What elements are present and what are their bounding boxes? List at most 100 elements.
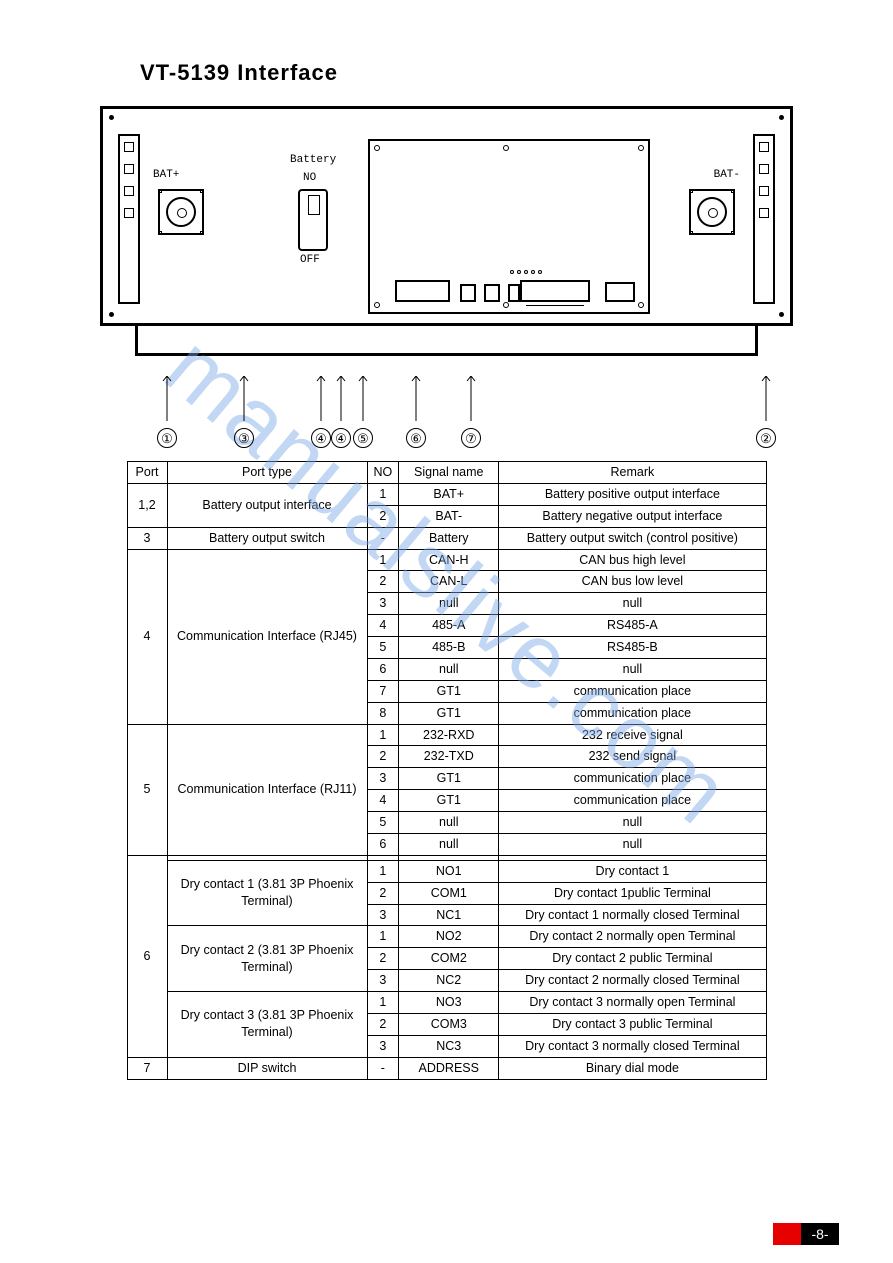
- cell-no: 5: [367, 637, 399, 659]
- cell-signal: GT1: [399, 702, 499, 724]
- cell-no: -: [367, 527, 399, 549]
- page-number: -8-: [801, 1223, 839, 1245]
- table-row: Dry contact 1 (3.81 3P Phoenix Terminal)…: [127, 860, 766, 882]
- switch-off-label: OFF: [300, 254, 320, 266]
- cell-remark: Dry contact 1: [499, 860, 766, 882]
- cell-remark: Dry contact 3 normally closed Terminal: [499, 1035, 766, 1057]
- cell-signal: NC2: [399, 970, 499, 992]
- cell-signal: 232-RXD: [399, 724, 499, 746]
- battery-label: Battery: [290, 154, 336, 166]
- cell-no: 3: [367, 904, 399, 926]
- cell-remark: communication place: [499, 790, 766, 812]
- cell-no: 4: [367, 615, 399, 637]
- cell-remark: null: [499, 833, 766, 855]
- display-icon: [395, 280, 450, 302]
- cell-no: 2: [367, 1013, 399, 1035]
- cell-remark: null: [499, 812, 766, 834]
- cell-no: 1: [367, 483, 399, 505]
- cell-remark: Binary dial mode: [499, 1057, 766, 1079]
- page-title: VT-5139 Interface: [60, 60, 833, 86]
- table-row: 5Communication Interface (RJ11)1232-RXD2…: [127, 724, 766, 746]
- bat-minus-label: BAT-: [714, 169, 740, 181]
- footer-red-block: [773, 1223, 801, 1245]
- table-row: Dry contact 3 (3.81 3P Phoenix Terminal)…: [127, 992, 766, 1014]
- cell-no: 3: [367, 768, 399, 790]
- cell-signal: COM3: [399, 1013, 499, 1035]
- callout-marker: ③: [233, 376, 255, 448]
- cell-no: 1: [367, 926, 399, 948]
- cell-signal: COM2: [399, 948, 499, 970]
- callout-marker: ⑥: [405, 376, 427, 448]
- cell-signal: Battery: [399, 527, 499, 549]
- cell-remark: null: [499, 593, 766, 615]
- table-row: Dry contact 2 (3.81 3P Phoenix Terminal)…: [127, 926, 766, 948]
- table-header-row: Port Port type NO Signal name Remark: [127, 462, 766, 484]
- cell-remark: 232 send signal: [499, 746, 766, 768]
- cell-signal: BAT-: [399, 505, 499, 527]
- cell-no: 1: [367, 724, 399, 746]
- cell-port: 6: [127, 855, 167, 1057]
- cell-port: 4: [127, 549, 167, 724]
- cell-remark: Battery output switch (control positive): [499, 527, 766, 549]
- callout-number: ⑤: [353, 428, 373, 448]
- table-row: 1,2Battery output interface1BAT+Battery …: [127, 483, 766, 505]
- cell-no: 1: [367, 860, 399, 882]
- callout-marker: ④: [330, 376, 352, 448]
- cell-remark: Battery negative output interface: [499, 505, 766, 527]
- callout-number: ①: [157, 428, 177, 448]
- callout-number: ③: [234, 428, 254, 448]
- cell-remark: communication place: [499, 768, 766, 790]
- cell-signal: null: [399, 658, 499, 680]
- cell-port-type: Battery output interface: [167, 483, 367, 527]
- cell-signal: 485-A: [399, 615, 499, 637]
- callout-number: ②: [756, 428, 776, 448]
- cell-port: 7: [127, 1057, 167, 1079]
- cell-no: -: [367, 1057, 399, 1079]
- callout-marker: ④: [310, 376, 332, 448]
- cell-remark: Dry contact 1public Terminal: [499, 882, 766, 904]
- bat-plus-connector: [158, 189, 204, 235]
- cell-signal: NO1: [399, 860, 499, 882]
- cell-no: 2: [367, 505, 399, 527]
- led-row-icon: [510, 270, 542, 274]
- cell-remark: Dry contact 3 public Terminal: [499, 1013, 766, 1035]
- callout-number: ④: [311, 428, 331, 448]
- cell-remark: null: [499, 658, 766, 680]
- cell-no: 2: [367, 571, 399, 593]
- bat-plus-label: BAT+: [153, 169, 179, 181]
- cell-port-type: Dry contact 1 (3.81 3P Phoenix Terminal): [167, 860, 367, 926]
- callout-marker: ⑤: [352, 376, 374, 448]
- rj-ports-icon: [460, 284, 520, 302]
- bat-minus-connector: [689, 189, 735, 235]
- callout-row: ①③④④⑤⑥⑦②: [100, 376, 793, 456]
- callout-number: ⑥: [406, 428, 426, 448]
- cell-no: 1: [367, 549, 399, 571]
- cell-remark: Battery positive output interface: [499, 483, 766, 505]
- cell-no: 4: [367, 790, 399, 812]
- cell-signal: GT1: [399, 680, 499, 702]
- cell-signal: null: [399, 812, 499, 834]
- table-row: 3Battery output switch-BatteryBattery ou…: [127, 527, 766, 549]
- mount-bar-right: [753, 134, 775, 304]
- cell-port-type: Communication Interface (RJ11): [167, 724, 367, 855]
- col-header-port: Port: [127, 462, 167, 484]
- device-diagram: BAT+ Battery NO OFF: [100, 106, 793, 356]
- cell-remark: CAN bus low level: [499, 571, 766, 593]
- cell-remark: Dry contact 3 normally open Terminal: [499, 992, 766, 1014]
- cell-port-type: Dry contact 3 (3.81 3P Phoenix Terminal): [167, 992, 367, 1058]
- cell-port-type: DIP switch: [167, 1057, 367, 1079]
- cell-signal: NO3: [399, 992, 499, 1014]
- cell-no: 7: [367, 680, 399, 702]
- cell-signal: 232-TXD: [399, 746, 499, 768]
- cell-signal: CAN-H: [399, 549, 499, 571]
- cell-remark: communication place: [499, 680, 766, 702]
- cell-signal: ADDRESS: [399, 1057, 499, 1079]
- cell-remark: Dry contact 1 normally closed Terminal: [499, 904, 766, 926]
- cell-no: 3: [367, 970, 399, 992]
- cell-no: 6: [367, 658, 399, 680]
- callout-number: ⑦: [461, 428, 481, 448]
- col-header-type: Port type: [167, 462, 367, 484]
- cell-signal: 485-B: [399, 637, 499, 659]
- cell-port: 3: [127, 527, 167, 549]
- cell-signal: CAN-L: [399, 571, 499, 593]
